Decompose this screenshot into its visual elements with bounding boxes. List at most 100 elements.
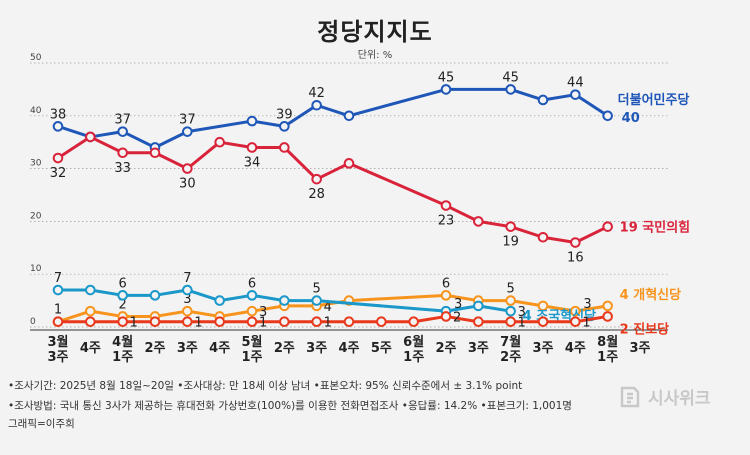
data-label: 37 — [114, 113, 131, 128]
series-end-label: 2 진보당 — [620, 321, 669, 337]
x-tick-label: 2주 — [435, 341, 456, 356]
x-tick-label: 4주 — [565, 341, 586, 356]
data-point — [182, 305, 193, 317]
x-tick-label: 4주 — [80, 341, 101, 356]
data-label: 33 — [114, 161, 131, 176]
data-point — [149, 147, 161, 159]
data-point — [505, 305, 516, 317]
series-end-value: 4 — [620, 288, 634, 303]
x-tick-label: 4주 — [338, 341, 359, 356]
series-end-name: 진보당 — [633, 321, 669, 337]
unit-label: 단위: % — [357, 50, 393, 61]
chart-title: 정당지지도 — [317, 18, 433, 46]
x-tick-label: 5주 — [371, 341, 392, 356]
data-point — [602, 311, 613, 322]
data-point — [279, 142, 290, 153]
series-end-value: 19 — [620, 221, 643, 236]
x-tick-label: 3월 — [47, 334, 68, 350]
data-label: 6 — [442, 276, 450, 291]
series-end-value: 40 — [622, 111, 640, 126]
x-tick-label: 3주 — [629, 341, 650, 356]
data-label: 37 — [179, 113, 196, 128]
data-label: 1 — [194, 316, 202, 331]
data-point — [182, 316, 193, 328]
x-tick-label: 8월 — [597, 334, 618, 350]
publisher-logo-text: 시사위크 — [648, 389, 711, 409]
data-label: 6 — [119, 276, 127, 291]
data-label: 7 — [54, 271, 62, 286]
data-label: 1 — [130, 316, 138, 331]
data-label: 4 — [324, 300, 332, 315]
data-point — [279, 316, 290, 328]
data-point — [311, 173, 322, 185]
data-label: 1 — [54, 303, 62, 318]
data-point — [214, 316, 225, 328]
series-line — [57, 293, 608, 324]
data-label: 39 — [276, 107, 293, 122]
x-tick-label: 2주 — [274, 341, 295, 356]
x-tick-label: 2주 — [500, 350, 521, 365]
data-point — [602, 300, 613, 312]
data-point — [279, 295, 290, 306]
x-tick-label: 3주 — [177, 341, 198, 356]
series-end-label: 19 국민의힘 — [620, 220, 690, 236]
data-label: 5 — [507, 282, 515, 297]
data-point — [505, 316, 516, 328]
data-point — [570, 316, 581, 328]
data-point — [182, 284, 193, 296]
data-point — [440, 311, 452, 322]
data-point — [117, 126, 128, 137]
data-point — [440, 290, 452, 301]
y-tick-label: 0 — [30, 317, 36, 327]
data-point — [246, 142, 258, 153]
y-tick-label: 10 — [30, 264, 42, 274]
data-label: 30 — [179, 177, 196, 192]
x-tick-label: 3주 — [306, 341, 327, 356]
data-point — [214, 295, 225, 306]
data-point — [440, 200, 452, 211]
data-label: 2 — [453, 310, 461, 325]
publisher-logo-icon — [620, 386, 640, 407]
data-label: 3 — [183, 292, 191, 307]
data-label: 38 — [50, 107, 67, 122]
x-tick-label: 1주 — [403, 350, 424, 365]
data-label: 28 — [308, 187, 325, 202]
data-point — [117, 147, 128, 159]
data-point — [85, 316, 96, 328]
x-tick-label: 2주 — [144, 341, 165, 356]
y-tick-label: 30 — [30, 159, 42, 169]
data-point — [537, 300, 549, 312]
publisher-logo: 시사위크 — [618, 384, 711, 409]
footnote-survey-method: •조사방법: 국내 통신 3사가 제공하는 휴대전화 가상번호(100%)를 이… — [8, 400, 572, 412]
data-point — [214, 136, 225, 148]
data-point — [246, 305, 258, 317]
data-point — [117, 316, 128, 328]
data-point — [182, 126, 193, 137]
data-point — [311, 99, 322, 111]
series-end-name: 개혁신당 — [633, 287, 681, 303]
series-end-name: 국민의힘 — [642, 220, 690, 236]
series-end-value: 2 — [620, 322, 634, 337]
x-tick-label: 6월 — [403, 334, 424, 350]
x-tick-label: 1주 — [112, 350, 133, 365]
data-point — [570, 89, 581, 100]
data-point — [537, 94, 549, 106]
data-point — [117, 290, 128, 301]
data-label: 3 — [583, 297, 591, 312]
series-end-name: 더불어민주당 — [618, 92, 690, 108]
data-point — [85, 305, 96, 317]
x-tick-label: 1주 — [241, 350, 262, 365]
data-point — [343, 158, 355, 169]
data-label: 1 — [582, 316, 590, 331]
y-tick-label: 50 — [30, 53, 42, 63]
data-point — [473, 216, 484, 227]
footnote-graphic-credit: 그래픽=이주희 — [8, 418, 75, 430]
data-label: 42 — [308, 86, 325, 101]
data-label: 19 — [502, 235, 519, 250]
data-label: 32 — [50, 166, 67, 181]
data-point — [602, 110, 613, 122]
data-point — [279, 121, 290, 132]
data-point — [505, 221, 516, 232]
